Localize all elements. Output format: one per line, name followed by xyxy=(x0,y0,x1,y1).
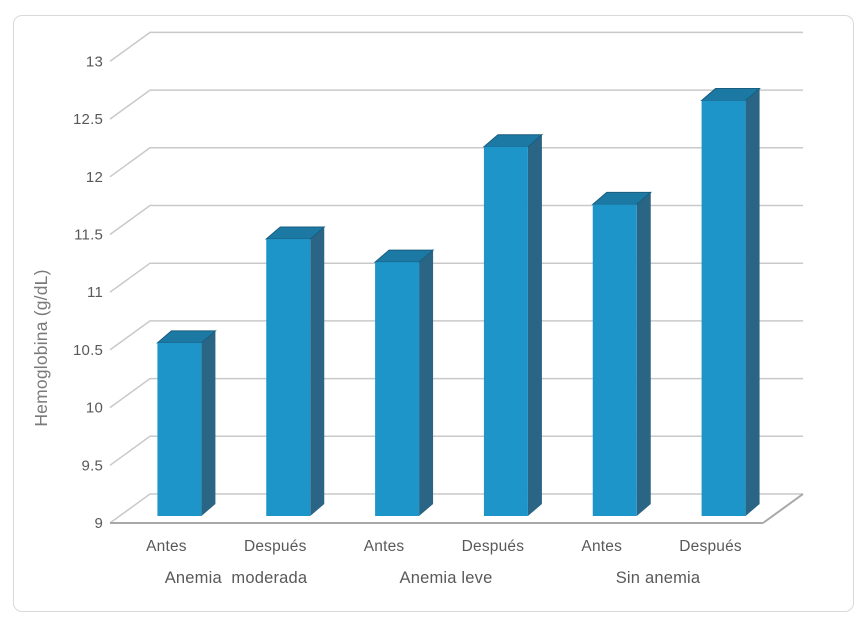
gridline xyxy=(109,31,803,63)
bar-front-face xyxy=(375,262,420,516)
x-category-label: Después xyxy=(244,538,307,555)
gridline xyxy=(109,89,803,120)
x-group-label: Sin anemia xyxy=(616,569,701,587)
bar-front-face xyxy=(592,204,637,517)
x-category-label: Después xyxy=(679,538,742,555)
bar-front-face xyxy=(266,239,311,517)
y-tick-label: 12 xyxy=(86,169,103,186)
gridline xyxy=(109,204,803,236)
y-tick-label: 13 xyxy=(86,53,103,70)
bar-side-face xyxy=(419,250,434,516)
gridline xyxy=(109,435,803,466)
y-tick-label: 10.5 xyxy=(73,342,103,359)
bar-side-face xyxy=(527,134,542,516)
gridline xyxy=(109,262,803,293)
bar-side-face xyxy=(310,227,325,517)
bar-front-face xyxy=(483,146,528,516)
gridline xyxy=(109,377,803,409)
y-tick-label: 9.5 xyxy=(82,457,103,474)
floor-right-edge-line xyxy=(762,493,804,524)
y-tick-label: 12.5 xyxy=(73,111,103,128)
y-tick-label: 11 xyxy=(87,284,103,301)
gridline xyxy=(109,493,803,524)
y-tick-label: 11.5 xyxy=(74,227,103,244)
x-category-label: Antes xyxy=(146,538,187,555)
bar-front-face xyxy=(157,342,202,516)
bar-side-face xyxy=(745,88,760,516)
gridline xyxy=(109,320,803,351)
x-category-label: Antes xyxy=(581,538,622,555)
x-group-label: Anemia moderada xyxy=(165,569,308,587)
x-group-label: Anemia leve xyxy=(400,569,493,587)
bar-side-face xyxy=(636,192,651,517)
bar-front-face xyxy=(701,100,746,516)
y-tick-label: 9 xyxy=(94,515,103,532)
y-axis-title: Hemoglobina (g/dL) xyxy=(31,269,51,426)
x-category-label: Después xyxy=(462,538,525,555)
y-tick-label: 10 xyxy=(86,400,103,417)
bar-side-face xyxy=(201,330,216,516)
x-category-label: Antes xyxy=(364,538,405,555)
gridline xyxy=(109,147,803,178)
